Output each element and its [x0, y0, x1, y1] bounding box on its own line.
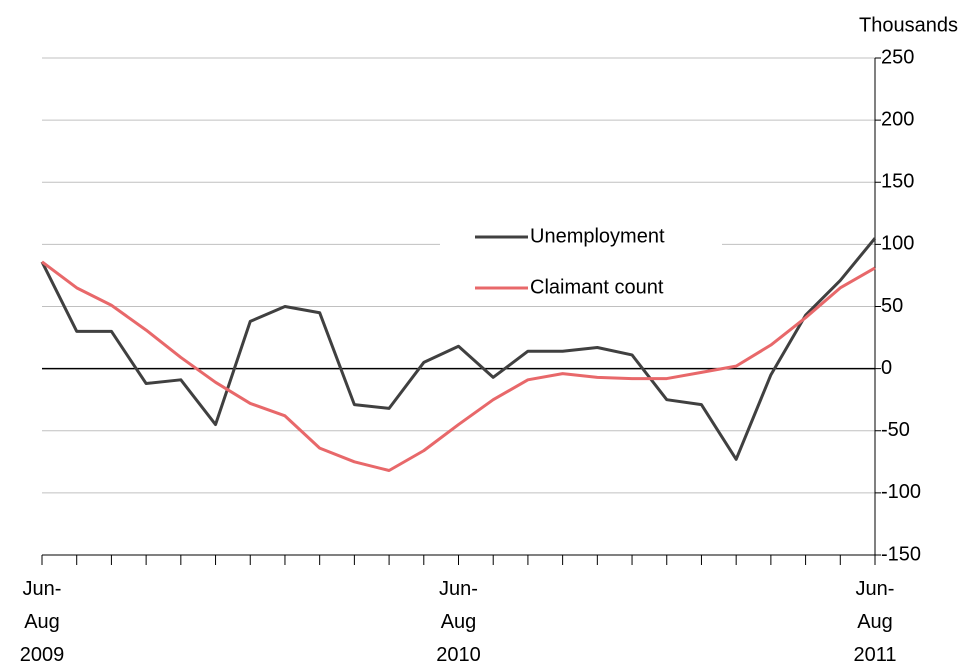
series-line — [40, 237, 877, 461]
y-tick-label: 250 — [881, 46, 914, 68]
x-tick-label: Jun-Aug 2011 — [853, 578, 896, 666]
legend-label: Claimant count — [530, 276, 664, 298]
y-tick-label: -150 — [881, 543, 921, 565]
y-tick-label: -100 — [881, 481, 921, 503]
legend-label: Unemployment — [530, 225, 665, 247]
y-tick-label: 150 — [881, 171, 914, 193]
x-tick-label: Jun-Aug 2010 — [436, 578, 481, 666]
y-tick-label: -50 — [881, 419, 910, 441]
y-tick-label: 50 — [881, 295, 903, 317]
y-tick-label: 200 — [881, 108, 914, 130]
legend-box — [440, 214, 722, 306]
y-tick-label: 100 — [881, 233, 914, 255]
y-tick-label: 0 — [881, 357, 892, 379]
y-axis-label: Thousands — [859, 14, 958, 36]
series-line — [41, 260, 876, 473]
x-tick-label: Jun-Aug 2009 — [20, 578, 65, 666]
